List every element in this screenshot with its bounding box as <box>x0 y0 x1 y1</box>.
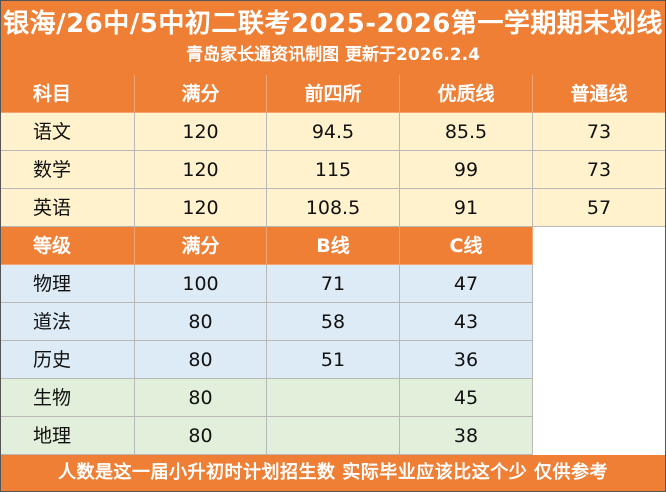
full-score-cell: 120 <box>135 113 267 151</box>
full-score-cell: 120 <box>135 189 267 227</box>
full-score-cell: 80 <box>135 341 267 379</box>
table-row: 生物 80 45 <box>1 379 665 417</box>
quality-line-cell: 99 <box>400 151 533 189</box>
subject-cell: 生物 <box>1 379 135 417</box>
empty-cell <box>533 227 665 265</box>
header-cell-c-line: C线 <box>400 227 533 265</box>
c-line-cell: 36 <box>400 341 533 379</box>
full-score-cell: 80 <box>135 417 267 455</box>
header-cell-quality-line: 优质线 <box>400 75 533 113</box>
page-subtitle: 青岛家长通资讯制图 更新于2026.2.4 <box>186 45 480 65</box>
full-score-cell: 80 <box>135 379 267 417</box>
table-row: 数学 120 115 99 73 <box>1 151 665 189</box>
normal-line-cell: 57 <box>533 189 665 227</box>
header-cell-full-score: 满分 <box>135 227 267 265</box>
subject-cell: 数学 <box>1 151 135 189</box>
top-four-cell: 94.5 <box>267 113 400 151</box>
header-cell-full-score: 满分 <box>135 75 267 113</box>
top-four-cell: 115 <box>267 151 400 189</box>
page-title: 银海/26中/5中初二联考2025-2026第一学期期末划线 <box>3 9 663 39</box>
table-row: 历史 80 51 36 <box>1 341 665 379</box>
top-four-cell: 108.5 <box>267 189 400 227</box>
full-score-cell: 120 <box>135 151 267 189</box>
c-line-cell: 43 <box>400 303 533 341</box>
table-row: 道法 80 58 43 <box>1 303 665 341</box>
empty-cell <box>533 265 665 303</box>
c-line-cell: 38 <box>400 417 533 455</box>
table-row: 语文 120 94.5 85.5 73 <box>1 113 665 151</box>
b-line-cell: 51 <box>267 341 400 379</box>
empty-cell <box>533 417 665 455</box>
header-cell-top-four: 前四所 <box>267 75 400 113</box>
header-cell-normal-line: 普通线 <box>533 75 665 113</box>
b-line-cell: 58 <box>267 303 400 341</box>
c-line-cell: 47 <box>400 265 533 303</box>
header-cell-subject: 科目 <box>1 75 135 113</box>
normal-line-cell: 73 <box>533 113 665 151</box>
subject-cell: 历史 <box>1 341 135 379</box>
quality-line-cell: 85.5 <box>400 113 533 151</box>
b-line-cell <box>267 417 400 455</box>
grade-table-header: 等级 满分 B线 C线 <box>1 227 665 265</box>
table-row: 英语 120 108.5 91 57 <box>1 189 665 227</box>
subject-cell: 英语 <box>1 189 135 227</box>
main-table-header: 科目 满分 前四所 优质线 普通线 <box>1 75 665 113</box>
footer-note: 人数是这一届小升初时计划招生数 实际毕业应该比这个少 仅供参考 <box>1 455 665 491</box>
normal-line-cell: 73 <box>533 151 665 189</box>
empty-cell <box>533 341 665 379</box>
header-cell-b-line: B线 <box>267 227 400 265</box>
subject-cell: 地理 <box>1 417 135 455</box>
b-line-cell <box>267 379 400 417</box>
full-score-cell: 80 <box>135 303 267 341</box>
empty-cell <box>533 303 665 341</box>
subject-cell: 物理 <box>1 265 135 303</box>
c-line-cell: 45 <box>400 379 533 417</box>
quality-line-cell: 91 <box>400 189 533 227</box>
subject-cell: 道法 <box>1 303 135 341</box>
table-row: 地理 80 38 <box>1 417 665 455</box>
subject-cell: 语文 <box>1 113 135 151</box>
full-score-cell: 100 <box>135 265 267 303</box>
header-cell-grade: 等级 <box>1 227 135 265</box>
title-banner: 银海/26中/5中初二联考2025-2026第一学期期末划线 青岛家长通资讯制图… <box>1 1 665 75</box>
b-line-cell: 71 <box>267 265 400 303</box>
table-row: 物理 100 71 47 <box>1 265 665 303</box>
empty-cell <box>533 379 665 417</box>
